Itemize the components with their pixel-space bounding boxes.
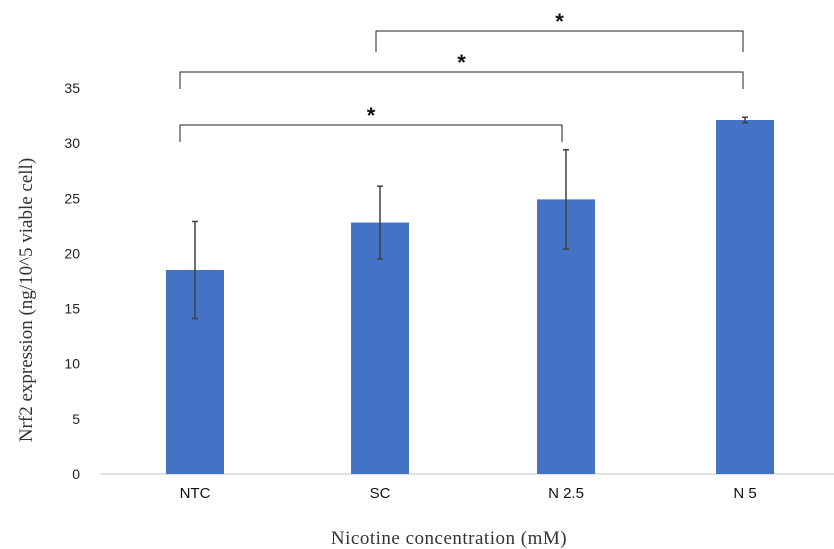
significance-bracket [179, 71, 744, 89]
y-tick-label: 20 [64, 245, 80, 261]
y-tick-label: 35 [64, 80, 80, 96]
significance-bracket [179, 124, 563, 142]
x-tick-label: N 5 [733, 485, 756, 502]
significance-brackets: * * * [179, 9, 744, 142]
x-axis-title: Nicotine concentration (mM) [331, 528, 567, 549]
significance-bracket [375, 30, 744, 52]
y-tick-label: 10 [64, 356, 80, 372]
significance-star: * [555, 9, 564, 34]
y-tick-label: 5 [72, 411, 80, 427]
y-axis-ticks: 0 5 10 15 20 25 30 35 [64, 80, 80, 482]
bar [351, 222, 409, 474]
x-axis-categories: NTC SC N 2.5 N 5 [180, 485, 757, 502]
y-tick-label: 0 [72, 466, 80, 482]
bar [716, 119, 774, 475]
y-tick-label: 25 [64, 190, 80, 206]
x-tick-label: N 2.5 [548, 485, 584, 502]
x-tick-label: NTC [180, 485, 211, 502]
x-tick-label: SC [370, 485, 391, 502]
y-tick-label: 15 [64, 301, 80, 317]
significance-star: * [457, 50, 466, 75]
y-axis-title: Nrf2 expression (ng/10^5 viable cell) [16, 158, 37, 442]
y-tick-label: 30 [64, 135, 80, 151]
significance-star: * [367, 103, 376, 128]
bars [166, 119, 774, 475]
error-bars [192, 116, 748, 320]
